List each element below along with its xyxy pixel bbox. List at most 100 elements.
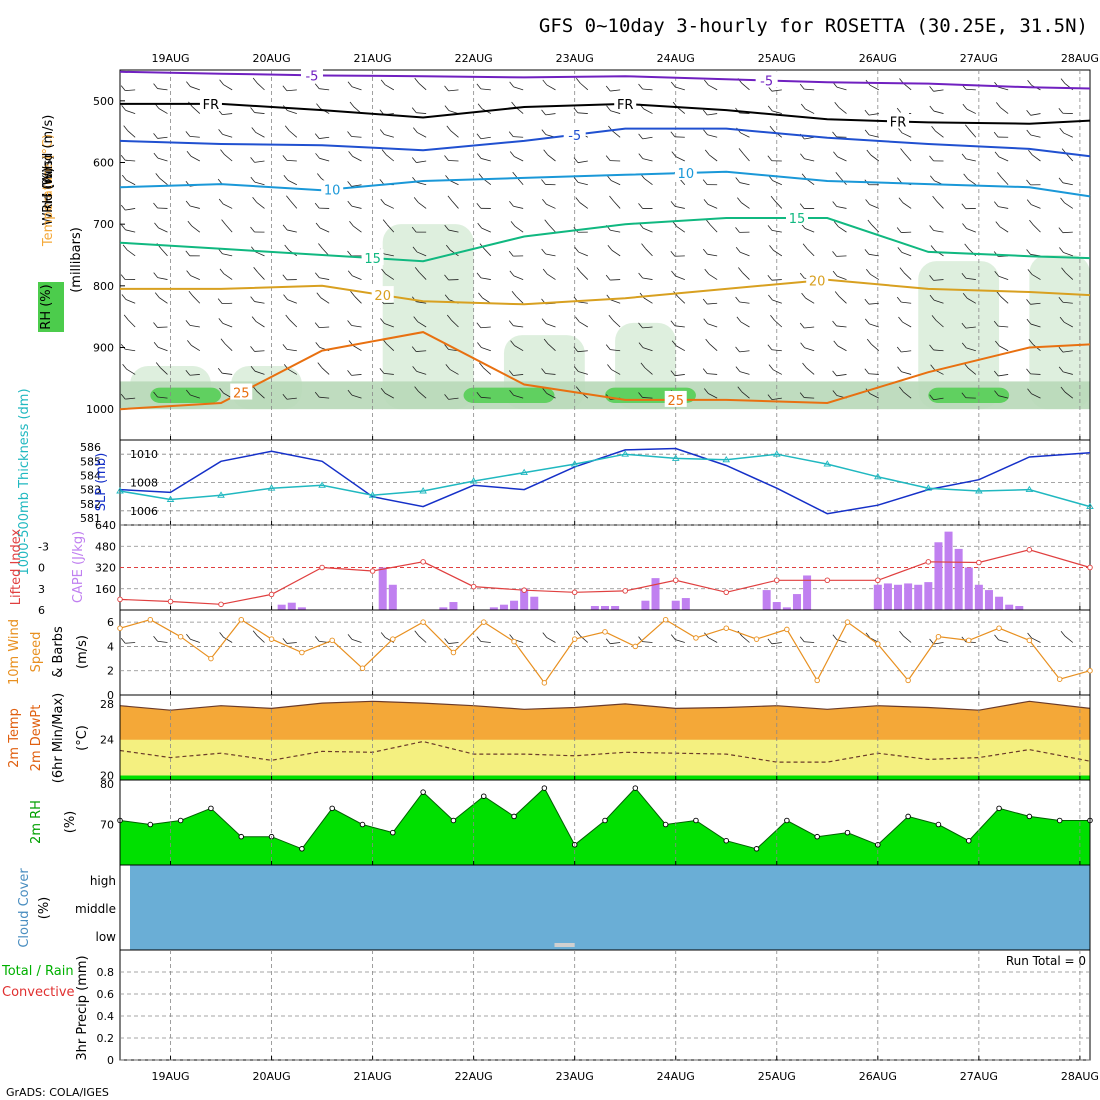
rh-point: [147, 821, 154, 828]
wind-barb-10m: [223, 636, 233, 643]
wind-barb-10m: [1031, 637, 1041, 643]
wind-barb: [1059, 316, 1065, 323]
wind-speed-point: [359, 665, 366, 672]
wind-barb: [416, 160, 427, 163]
y-tick-label: 80: [100, 778, 114, 791]
wind-barb: [577, 160, 588, 164]
y-tick-label: 582: [80, 498, 101, 511]
wind-barb: [735, 246, 741, 253]
y-tick-label: 320: [95, 562, 116, 575]
wind-speed-point: [753, 636, 760, 642]
contour-label: -5: [568, 129, 581, 144]
cape-bar: [924, 582, 933, 610]
wind-barb: [515, 295, 524, 304]
wind-speed-point: [662, 616, 669, 623]
wind-barb: [511, 101, 516, 108]
wind-barb: [670, 131, 676, 138]
wind-speed-point: [177, 633, 184, 640]
wind-barb: [1058, 366, 1064, 373]
wind-barb: [509, 81, 514, 88]
wind-barb: [120, 154, 126, 161]
wind-barb: [545, 323, 556, 328]
wind-barb: [834, 102, 840, 108]
wind-barb: [190, 155, 201, 162]
bottom-date-label: 25AUG: [758, 1070, 796, 1083]
cape-bar: [914, 584, 923, 610]
cape-bar: [1005, 604, 1014, 610]
lifted-index-point: [319, 564, 325, 571]
wind-barb: [641, 243, 646, 249]
wind-barb: [901, 301, 912, 304]
wind-barb: [481, 227, 491, 233]
wind-barb: [187, 220, 193, 227]
y-axis-title: Convective: [2, 985, 75, 1000]
wind-barb: [222, 133, 233, 138]
wind-barb: [969, 129, 977, 138]
y-tick-label: 6: [107, 616, 114, 629]
wind-barb: [285, 314, 291, 321]
wind-barb: [379, 129, 385, 135]
wind-barb: [319, 396, 330, 399]
wind-barb: [771, 229, 782, 233]
wind-barb: [610, 229, 621, 233]
wind-barb-10m: [252, 630, 258, 636]
wind-barb: [707, 113, 718, 116]
wind-barb: [573, 366, 579, 372]
wind-barb: [573, 346, 579, 352]
wind-barb: [476, 133, 482, 139]
wind-speed-point: [875, 641, 881, 647]
wind-barb: [288, 368, 298, 375]
wind-barb: [1058, 227, 1064, 233]
wind-barb: [510, 340, 515, 346]
wind-barb: [448, 229, 459, 233]
wind-barb: [125, 110, 136, 114]
wind-barb: [610, 89, 621, 92]
wind-barb: [836, 374, 847, 377]
wind-barb: [670, 250, 676, 257]
wind-barb: [864, 249, 870, 255]
wind-barb: [995, 340, 1000, 347]
wind-speed-point: [117, 625, 123, 631]
wind-speed-point: [147, 616, 154, 623]
y-tick-label: 0.2: [97, 1032, 115, 1045]
wind-barb-10m: [670, 634, 676, 640]
y-axis-title: Speed: [29, 632, 44, 673]
wind-barb: [509, 390, 514, 396]
wind-barb: [444, 105, 450, 111]
wind-barb: [933, 110, 944, 114]
wind-barb: [153, 202, 158, 209]
wind-barb: [671, 270, 676, 277]
wind-barb: [832, 390, 838, 396]
bottom-date-label: 26AUG: [859, 1070, 897, 1083]
wind-speed-point: [329, 637, 335, 644]
rh-point: [693, 817, 699, 824]
cloud-level-label: low: [96, 930, 117, 944]
wind-barb-10m: [1027, 632, 1032, 639]
wind-barb: [192, 295, 201, 304]
wind-barb: [446, 314, 452, 321]
cape-bar: [873, 584, 882, 610]
wind-barb: [865, 199, 870, 205]
wind-barb: [802, 362, 807, 369]
wind-barb: [385, 273, 395, 280]
wind-barb: [705, 219, 711, 226]
y-axis-title: 10m Wind: [7, 619, 22, 685]
wind-barb: [903, 272, 912, 280]
wind-barb: [416, 251, 427, 257]
wind-barb: [541, 129, 547, 135]
wind-barb: [255, 132, 265, 138]
wind-barb: [578, 371, 588, 375]
y-tick-label: 3: [38, 583, 45, 596]
cape-bar: [964, 567, 973, 610]
wind-barb: [351, 205, 362, 209]
top-date-label: 27AUG: [960, 52, 998, 65]
bottom-date-label: 22AUG: [455, 1070, 493, 1083]
wind-barb: [739, 350, 750, 353]
wind-barb: [219, 387, 224, 394]
lifted-index-point: [622, 588, 628, 594]
wind-barb: [702, 368, 708, 374]
wind-barb: [897, 127, 903, 134]
y-tick-label: 480: [95, 540, 116, 553]
wind-barb: [702, 179, 708, 185]
wind-barb: [125, 397, 136, 400]
